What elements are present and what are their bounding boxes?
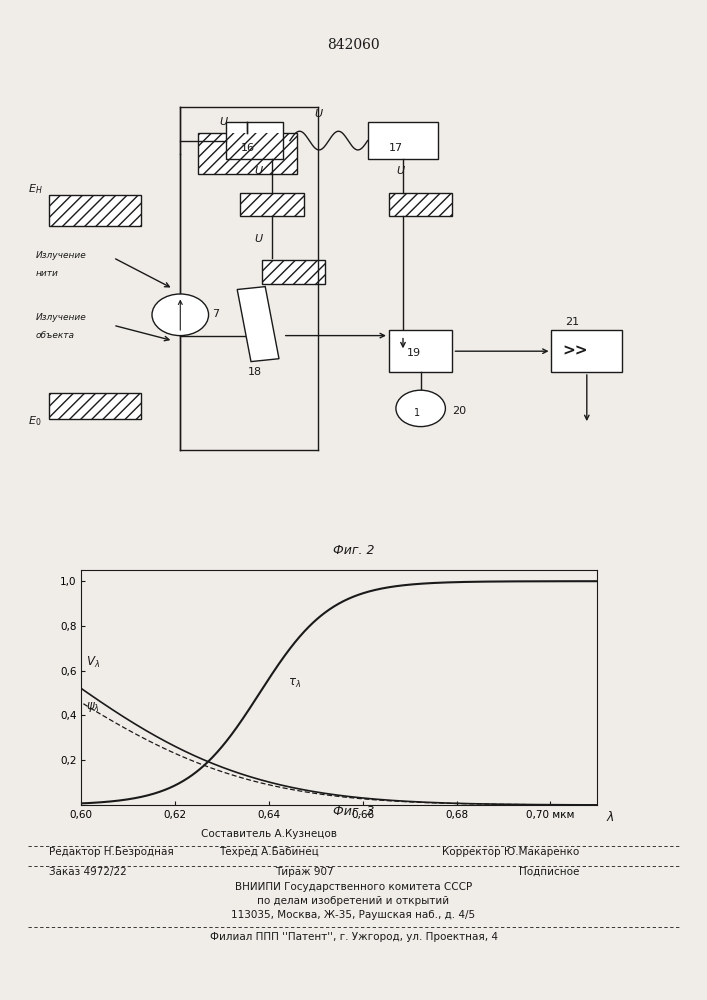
Bar: [262, 260, 325, 284]
Bar: [389, 193, 452, 216]
Bar: [49, 393, 141, 419]
Bar: [198, 133, 297, 174]
Text: U: U: [255, 234, 262, 244]
Text: Филиал ППП ''Патент'', г. Ужгород, ул. Проектная, 4: Филиал ППП ''Патент'', г. Ужгород, ул. П…: [209, 932, 498, 942]
Text: Составитель А.Кузнецов: Составитель А.Кузнецов: [201, 829, 337, 839]
Text: Тираж 907: Тираж 907: [275, 867, 333, 877]
Text: ВНИИПИ Государственного комитета СССР: ВНИИПИ Государственного комитета СССР: [235, 882, 472, 892]
Bar: [389, 193, 452, 216]
Text: Техред А.Бабинец: Техред А.Бабинец: [218, 847, 319, 857]
Circle shape: [396, 390, 445, 427]
Text: 842060: 842060: [327, 38, 380, 52]
Bar: [238, 287, 279, 362]
Bar: [389, 330, 452, 372]
Text: 20: 20: [452, 406, 467, 416]
Text: 1: 1: [414, 408, 420, 418]
Bar: [49, 195, 141, 226]
Bar: [198, 133, 297, 174]
Bar: [226, 122, 283, 159]
Text: $E_H$: $E_H$: [28, 183, 43, 196]
Text: по делам изобретений и открытий: по делам изобретений и открытий: [257, 896, 450, 906]
Text: $τ_λ$: $τ_λ$: [288, 677, 301, 690]
Text: $V_λ$: $V_λ$: [86, 655, 100, 670]
Bar: [262, 260, 325, 284]
Bar: [49, 393, 141, 419]
Text: Редактор Н.Безродная: Редактор Н.Безродная: [49, 847, 174, 857]
Text: Заказ 4972/22: Заказ 4972/22: [49, 867, 127, 877]
Text: U: U: [315, 109, 322, 119]
Text: 16: 16: [240, 143, 255, 153]
Text: $E_0$: $E_0$: [28, 414, 42, 428]
Text: λ: λ: [607, 811, 614, 824]
Bar: [240, 193, 304, 216]
Bar: [368, 122, 438, 159]
Text: 7: 7: [212, 309, 219, 319]
Bar: [240, 193, 304, 216]
Text: Корректор Ю.Макаренко: Корректор Ю.Макаренко: [443, 847, 580, 857]
Text: нити: нити: [35, 269, 58, 278]
Text: 21: 21: [566, 317, 580, 327]
Text: Фиг. 3: Фиг. 3: [333, 805, 374, 818]
Text: >>: >>: [562, 343, 588, 358]
Text: 18: 18: [247, 367, 262, 377]
Text: U: U: [219, 117, 227, 127]
Text: $ψ_λ$: $ψ_λ$: [86, 700, 100, 714]
Text: 19: 19: [407, 348, 421, 358]
Text: 17: 17: [389, 143, 403, 153]
Text: U: U: [255, 166, 262, 176]
Text: Подписное: Подписное: [520, 867, 580, 877]
Text: Излучение: Излучение: [35, 251, 86, 260]
Text: U: U: [396, 166, 404, 176]
Text: объекта: объекта: [35, 331, 74, 340]
Text: 113035, Москва, Ж-35, Раушская наб., д. 4/5: 113035, Москва, Ж-35, Раушская наб., д. …: [231, 910, 476, 920]
Bar: [551, 330, 622, 372]
Circle shape: [152, 294, 209, 336]
Text: Излучение: Излучение: [35, 313, 86, 322]
Text: Фиг. 2: Фиг. 2: [333, 544, 374, 557]
Bar: [49, 195, 141, 226]
